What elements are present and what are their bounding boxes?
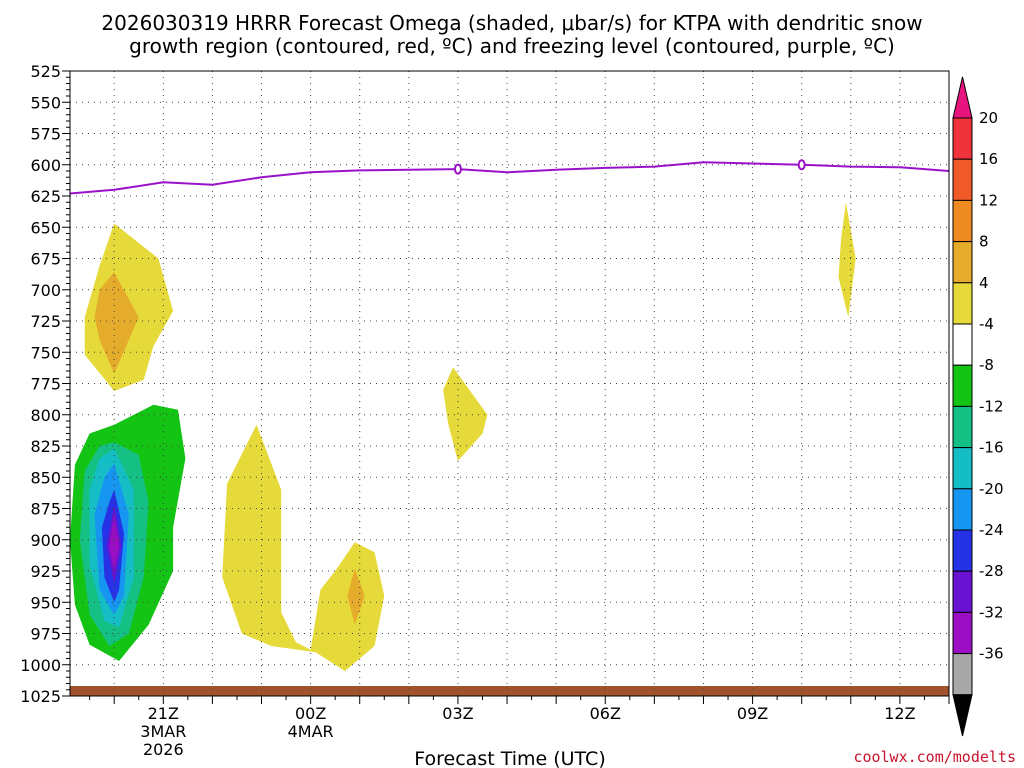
colorbar-tick-label-10: -24 <box>979 521 1004 539</box>
omega-region-9 <box>222 424 385 671</box>
x-tick-label-3-0: 00Z <box>295 704 326 723</box>
freezing-level-label-1 <box>797 159 806 171</box>
colorbar-swatch-11 <box>952 529 973 572</box>
x-tick-label-0-0: 21Z <box>148 704 179 723</box>
omega-shading <box>70 202 856 671</box>
y-tick-label-700: 700 <box>30 281 61 300</box>
colorbar-swatch-4 <box>952 241 973 284</box>
colorbar-tick-label-4: 4 <box>979 274 989 292</box>
freezing-level-line <box>69 161 950 195</box>
colorbar-bottom-triangle <box>952 694 973 737</box>
chart-title-line2: growth region (contoured, red, ºC) and f… <box>129 34 895 58</box>
x-tick-label-6-0: 03Z <box>442 704 473 723</box>
colorbar-tick-label-7: -12 <box>979 397 1004 415</box>
omega-region-11 <box>443 367 488 461</box>
colorbar-tick-label-11: -28 <box>979 562 1004 580</box>
y-tick-label-575: 575 <box>30 125 61 144</box>
y-tick-label-525: 525 <box>30 62 61 81</box>
y-tick-label-775: 775 <box>30 375 61 394</box>
x-tick-label-15-0: 12Z <box>884 704 915 723</box>
colorbar-swatch-12 <box>952 570 973 613</box>
y-tick-label-925: 925 <box>30 562 61 581</box>
colorbar-swatch-6 <box>952 323 973 366</box>
colorbar-tick-label-3: 8 <box>979 233 989 251</box>
colorbar-tick-label-5: -4 <box>979 315 994 333</box>
y-tick-label-675: 675 <box>30 250 61 269</box>
omega-region-8 <box>109 514 120 571</box>
x-tick-label-9-0: 06Z <box>590 704 621 723</box>
colorbar-tick-label-6: -8 <box>979 356 994 374</box>
colorbar-tick-label-1: 16 <box>979 150 998 168</box>
omega-region-12 <box>838 202 856 318</box>
chart-title-line1: 2026030319 HRRR Forecast Omega (shaded, … <box>101 11 922 35</box>
colorbar-swatch-8 <box>952 405 973 449</box>
colorbar-swatch-1 <box>952 117 973 160</box>
colorbar: 20 16 12 8 4 -4 -8 -12 -16 -20 -24 -28 -32 -36 <box>952 76 1004 737</box>
colorbar-swatch-2 <box>952 158 973 201</box>
x-axis-label: Forecast Time (UTC) <box>414 748 605 768</box>
y-tick-label-875: 875 <box>30 500 61 519</box>
y-tick-label-1000: 1000 <box>20 656 61 675</box>
colorbar-tick-label-12: -32 <box>979 603 1004 621</box>
omega-region-1 <box>94 272 139 374</box>
colorbar-swatch-14 <box>952 653 973 696</box>
x-tick-label-12-0: 09Z <box>737 704 768 723</box>
y-tick-label-750: 750 <box>30 343 61 362</box>
ground-strip <box>70 686 949 696</box>
credit-text: coolwx.com/modelts <box>853 748 1016 766</box>
colorbar-tick-label-13: -36 <box>979 645 1004 663</box>
y-tick-label-825: 825 <box>30 437 61 456</box>
y-axis: 525 550 575 600 625 650 675 700 725 750 775 800 825 8… <box>20 62 70 706</box>
omega-region-10 <box>347 568 365 625</box>
y-tick-label-950: 950 <box>30 593 61 612</box>
y-tick-label-850: 850 <box>30 468 61 487</box>
y-tick-label-600: 600 <box>30 156 61 175</box>
colorbar-top-triangle <box>952 76 973 119</box>
y-tick-label-800: 800 <box>30 406 61 425</box>
x-tick-label-0-1: 3MAR <box>140 722 186 741</box>
y-tick-label-900: 900 <box>30 531 61 550</box>
colorbar-swatch-3 <box>952 199 973 243</box>
x-tick-label-3-1: 4MAR <box>288 722 334 741</box>
colorbar-swatch-9 <box>952 447 973 490</box>
y-tick-label-975: 975 <box>30 625 61 644</box>
colorbar-tick-label-9: -20 <box>979 480 1004 498</box>
y-tick-label-725: 725 <box>30 312 61 331</box>
freezing-level-label-0 <box>453 163 462 175</box>
colorbar-swatch-7 <box>952 364 973 407</box>
colorbar-swatch-10 <box>952 488 973 531</box>
y-tick-label-550: 550 <box>30 93 61 112</box>
colorbar-tick-label-0: 20 <box>979 109 998 127</box>
y-tick-label-625: 625 <box>30 187 61 206</box>
colorbar-tick-label-2: 12 <box>979 191 998 209</box>
colorbar-swatch-13 <box>952 611 973 655</box>
freezing-level-contour <box>69 159 950 195</box>
colorbar-tick-label-8: -16 <box>979 439 1004 457</box>
colorbar-swatch-5 <box>952 282 973 325</box>
x-tick-label-0-2: 2026 <box>143 740 184 759</box>
ground-surface <box>70 686 949 696</box>
y-tick-label-1025: 1025 <box>20 687 61 706</box>
y-tick-label-650: 650 <box>30 218 61 237</box>
